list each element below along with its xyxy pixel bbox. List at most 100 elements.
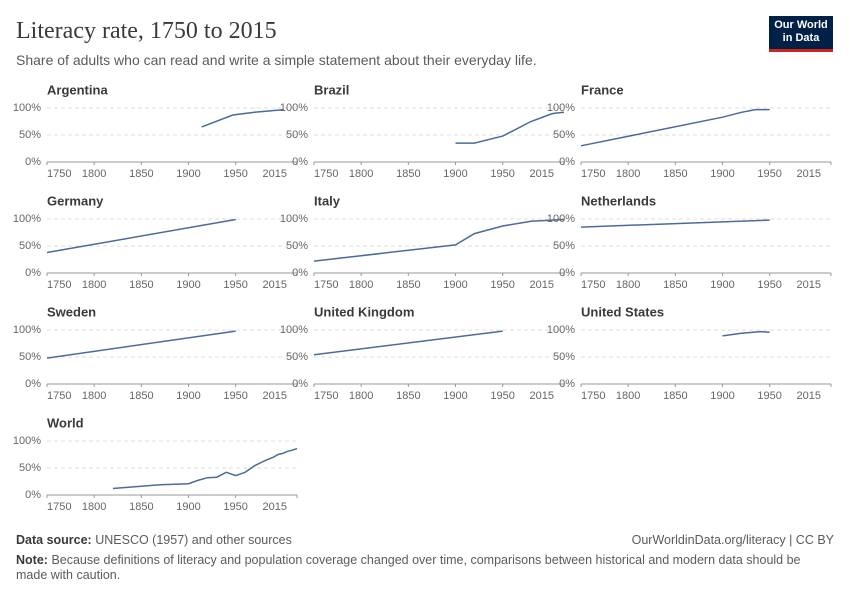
- y-tick-label: 100%: [547, 213, 575, 225]
- y-tick-label: 0%: [559, 267, 575, 279]
- y-tick-label: 100%: [280, 213, 308, 225]
- x-tick-label: 1850: [396, 168, 420, 180]
- x-tick-label: 1850: [396, 390, 420, 402]
- panel-title: United Kingdom: [314, 304, 414, 319]
- x-tick-label: 2015: [263, 279, 287, 291]
- x-tick-label: 1800: [349, 390, 373, 402]
- x-tick-label: 1900: [443, 390, 467, 402]
- x-tick-label: 2015: [263, 501, 287, 513]
- x-tick-label: 1850: [663, 168, 687, 180]
- x-tick-label: 1850: [663, 279, 687, 291]
- panel-title: Argentina: [47, 82, 108, 97]
- x-tick-label: 1900: [710, 390, 734, 402]
- series-line: [313, 330, 503, 356]
- x-tick-label: 2015: [797, 390, 821, 402]
- x-tick-label: 1950: [223, 501, 247, 513]
- x-tick-label: 1850: [396, 279, 420, 291]
- x-tick-label: 1800: [616, 390, 640, 402]
- panel-title: France: [581, 82, 624, 97]
- x-tick-label: 1900: [176, 168, 200, 180]
- y-tick-label: 50%: [19, 240, 41, 252]
- x-tick-label: 2015: [530, 168, 554, 180]
- x-tick-label: 1800: [616, 168, 640, 180]
- y-tick-label: 50%: [553, 240, 575, 252]
- y-tick-label: 50%: [553, 129, 575, 141]
- series-line: [46, 330, 236, 359]
- x-tick-label: 1950: [490, 168, 514, 180]
- x-tick-label: 1950: [223, 168, 247, 180]
- y-tick-label: 50%: [286, 129, 308, 141]
- x-tick-label: 1850: [129, 168, 153, 180]
- x-tick-label: 1900: [176, 501, 200, 513]
- x-tick-label: 1900: [443, 168, 467, 180]
- panel-title: World: [47, 415, 84, 430]
- panel-title: Germany: [47, 193, 104, 208]
- x-tick-label: 1850: [129, 279, 153, 291]
- panel-title: Brazil: [314, 82, 349, 97]
- series-line: [455, 111, 565, 144]
- x-tick-label: 1800: [349, 279, 373, 291]
- y-tick-label: 50%: [286, 351, 308, 363]
- logo[interactable]: Our World in Data: [769, 16, 833, 52]
- y-tick-label: 0%: [292, 156, 308, 168]
- x-tick-label: 2015: [797, 168, 821, 180]
- note-label: Note:: [16, 553, 48, 567]
- y-tick-label: 100%: [13, 102, 41, 114]
- source-label: Data source:: [16, 533, 92, 547]
- logo-line: in Data: [782, 32, 820, 44]
- x-tick-label: 2015: [263, 168, 287, 180]
- y-tick-label: 100%: [547, 102, 575, 114]
- y-tick-label: 0%: [559, 378, 575, 390]
- y-tick-label: 50%: [19, 462, 41, 474]
- x-tick-label: 2015: [530, 279, 554, 291]
- x-tick-label: 1750: [47, 390, 71, 402]
- y-tick-label: 0%: [292, 267, 308, 279]
- x-tick-label: 1850: [129, 501, 153, 513]
- x-tick-label: 1850: [129, 390, 153, 402]
- x-tick-label: 1900: [710, 168, 734, 180]
- subtitle: Share of adults who can read and write a…: [16, 52, 537, 68]
- y-tick-label: 0%: [25, 267, 41, 279]
- y-tick-label: 0%: [292, 378, 308, 390]
- series-line: [201, 108, 284, 128]
- x-tick-label: 1750: [47, 168, 71, 180]
- x-tick-label: 1900: [176, 279, 200, 291]
- y-tick-label: 0%: [25, 378, 41, 390]
- x-tick-label: 2015: [797, 279, 821, 291]
- title: Literacy rate, 1750 to 2015: [16, 18, 277, 44]
- x-tick-label: 1750: [314, 279, 338, 291]
- x-tick-label: 1850: [663, 390, 687, 402]
- x-tick-label: 1950: [757, 279, 781, 291]
- y-tick-label: 50%: [286, 240, 308, 252]
- x-tick-label: 1800: [82, 501, 106, 513]
- x-tick-label: 1800: [349, 168, 373, 180]
- x-tick-label: 2015: [263, 390, 287, 402]
- note-text: Because definitions of literacy and popu…: [16, 553, 801, 582]
- x-tick-label: 1800: [82, 279, 106, 291]
- logo-line: Our World: [774, 19, 828, 31]
- x-tick-label: 1750: [314, 390, 338, 402]
- source-text: UNESCO (1957) and other sources: [95, 533, 292, 547]
- x-tick-label: 1750: [581, 168, 605, 180]
- panel-title: Italy: [314, 193, 341, 208]
- x-tick-label: 1950: [757, 390, 781, 402]
- x-tick-label: 1800: [82, 168, 106, 180]
- note: Note: Because definitions of literacy an…: [16, 553, 816, 583]
- y-tick-label: 50%: [19, 351, 41, 363]
- x-tick-label: 1950: [757, 168, 781, 180]
- url[interactable]: OurWorldinData.org/literacy | CC BY: [631, 533, 834, 547]
- x-tick-label: 1950: [490, 279, 514, 291]
- x-tick-label: 1900: [443, 279, 467, 291]
- x-tick-label: 1750: [581, 390, 605, 402]
- y-tick-label: 0%: [559, 156, 575, 168]
- x-tick-label: 1800: [616, 279, 640, 291]
- x-tick-label: 1800: [82, 390, 106, 402]
- series-line: [580, 108, 770, 147]
- y-tick-label: 0%: [25, 489, 41, 501]
- x-tick-label: 1950: [490, 390, 514, 402]
- y-tick-label: 50%: [553, 351, 575, 363]
- x-tick-label: 1950: [223, 279, 247, 291]
- x-tick-label: 1750: [314, 168, 338, 180]
